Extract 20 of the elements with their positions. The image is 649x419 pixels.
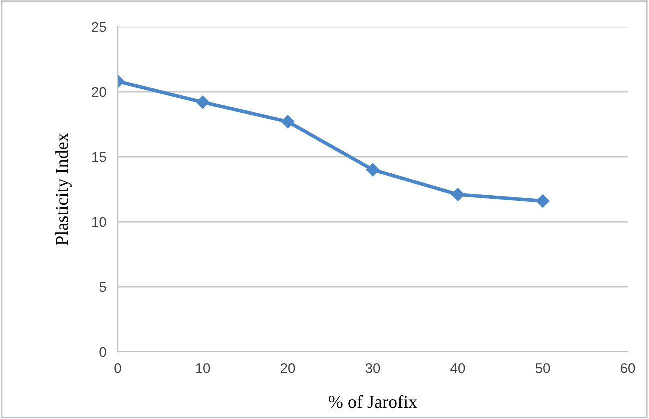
x-tick-label: 40	[450, 363, 466, 374]
point	[366, 163, 380, 177]
x-axis-title: % of Jarofix	[328, 395, 418, 408]
point	[196, 96, 210, 109]
x-tick-label: 0	[114, 363, 122, 374]
y-axis-title: Plasticity Index	[56, 133, 72, 246]
y-tick-label: 10	[92, 217, 106, 228]
point	[451, 188, 465, 202]
y-tick-label: 0	[100, 347, 106, 358]
x-tick-label: 60	[620, 363, 636, 374]
y-tick-label: 20	[92, 87, 106, 98]
x-tick-label: 30	[366, 363, 380, 374]
point	[281, 115, 295, 128]
y-tick-label: 15	[92, 152, 106, 162]
x-tick-label: 50	[536, 363, 550, 374]
x-tick-label: 10	[196, 363, 210, 374]
point	[536, 194, 550, 208]
y-tick-label: 25	[92, 22, 106, 32]
y-tick-label: 5	[100, 282, 106, 292]
x-tick-label: 20	[280, 363, 296, 374]
